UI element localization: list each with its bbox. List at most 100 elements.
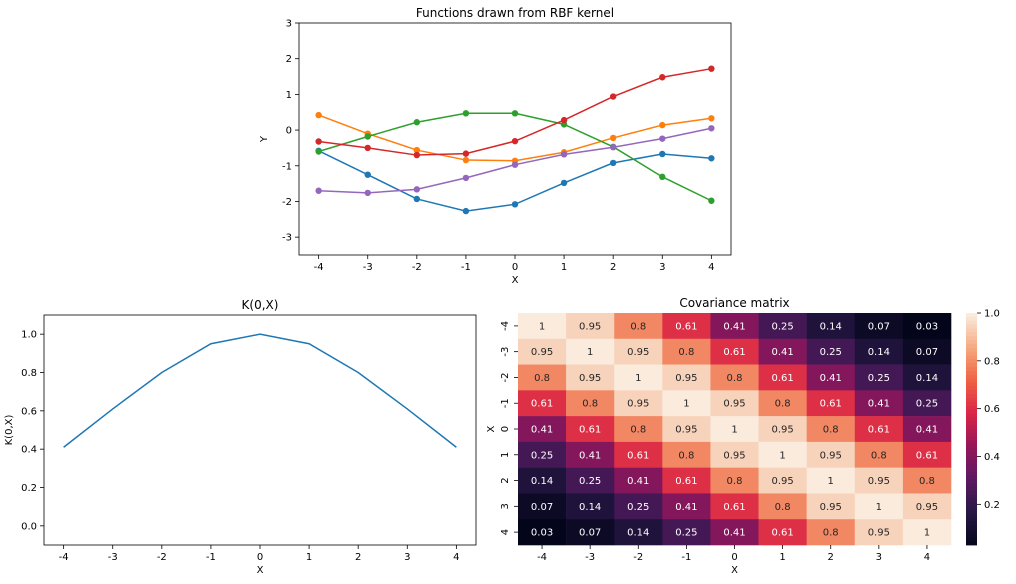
- cell-value-label: 0.95: [868, 528, 890, 539]
- heatmap-cell-3-8: [902, 390, 952, 417]
- x-tick-label: 1: [306, 552, 312, 563]
- cell-value-label: 1: [876, 502, 882, 513]
- colorbar-segment: [966, 502, 977, 507]
- cell-value-label: 0.95: [675, 425, 697, 436]
- y-tick-label: -2: [500, 372, 511, 382]
- y-tick-label: -1: [282, 161, 292, 172]
- cell-value-label: 0.41: [723, 528, 745, 539]
- colorbar-segment: [966, 390, 977, 395]
- heatmap-cell-2-8: [902, 364, 952, 391]
- heatmap-cell-5-5: [758, 441, 807, 468]
- cell-value-label: 1: [587, 347, 593, 358]
- data-point-3-3: [462, 150, 470, 157]
- heatmap-cell-3-2: [614, 390, 663, 417]
- heatmap-cell-1-5: [758, 338, 807, 365]
- heatmap-cell-8-4: [710, 519, 759, 546]
- colorbar-segment: [966, 459, 977, 465]
- y-axis-label: Y: [259, 135, 270, 143]
- x-axis-label: X: [731, 565, 738, 576]
- y-tick-label: -3: [500, 347, 511, 357]
- cell-value-label: 0.14: [531, 476, 553, 487]
- data-point-1-6: [609, 134, 617, 142]
- colorbar-segment: [966, 421, 977, 426]
- data-point-3-5: [560, 116, 568, 124]
- colorbar-segment: [966, 452, 977, 457]
- cell-value-label: 0.41: [771, 347, 793, 358]
- data-point-4-1: [364, 189, 371, 197]
- cell-value-label: 0.61: [916, 450, 938, 461]
- cell-value-label: 1: [731, 425, 737, 436]
- x-tick-label: 4: [924, 552, 930, 563]
- heatmap-cell-1-7: [854, 338, 904, 365]
- colorbar-segment: [966, 336, 977, 341]
- heatmap-cell-0-5: [758, 313, 807, 340]
- x-tick-label: -1: [461, 262, 471, 273]
- heatmap-cell-6-1: [566, 467, 615, 494]
- data-point-0-3: [462, 207, 470, 215]
- cell-value-label: 0.03: [916, 321, 938, 332]
- heatmap-cell-4-8: [902, 416, 952, 443]
- data-point-3-0: [315, 138, 322, 145]
- x-tick-label: 3: [876, 552, 882, 563]
- data-point-4-8: [708, 125, 715, 132]
- x-tick-label: 3: [659, 262, 665, 273]
- x-tick-label: -3: [363, 262, 373, 273]
- x-tick-label: 3: [404, 552, 410, 563]
- colorbar-segment: [966, 475, 977, 480]
- heatmap-cell-4-7: [854, 416, 904, 443]
- colorbar-tick-label: 0.6: [984, 404, 1000, 415]
- heatmap-cell-5-8: [902, 441, 952, 468]
- data-point-1-0: [315, 111, 322, 119]
- cell-value-label: 0.95: [531, 347, 553, 358]
- x-axis-label: X: [512, 275, 519, 286]
- colorbar-segment: [966, 498, 977, 503]
- cell-value-label: 0.61: [723, 347, 745, 358]
- colorbar-segment: [966, 510, 977, 515]
- cell-value-label: 0.61: [868, 425, 890, 436]
- data-point-3-2: [413, 151, 421, 159]
- colorbar-segment: [966, 405, 977, 411]
- cell-value-label: 0.95: [627, 399, 649, 410]
- colorbar-segment: [966, 343, 977, 349]
- colorbar-tick-label: 0.8: [984, 356, 1000, 367]
- y-tick-label: 0: [500, 426, 511, 432]
- data-point-2-7: [659, 173, 666, 181]
- x-tick-label: 1: [779, 552, 785, 563]
- cell-value-label: 1: [683, 399, 689, 410]
- heatmap-cell-6-3: [662, 467, 711, 494]
- heatmap-cell-0-0: [518, 313, 567, 340]
- data-point-0-2: [413, 195, 421, 203]
- x-tick-label: 4: [453, 552, 459, 563]
- heatmap-cell-8-2: [614, 519, 663, 546]
- cell-value-label: 0.14: [820, 321, 842, 332]
- y-tick-label: 0.2: [21, 483, 37, 494]
- colorbar-segment: [966, 429, 977, 434]
- cell-value-label: 0.95: [627, 347, 649, 358]
- x-tick-label: -1: [206, 552, 216, 563]
- heatmap-cell-2-0: [518, 364, 567, 391]
- colorbar-segment: [966, 351, 977, 356]
- heatmap-cell-3-7: [854, 390, 904, 417]
- cell-value-label: 0.8: [678, 347, 694, 358]
- colorbar-tick-label: 0.2: [984, 500, 1000, 511]
- cell-value-label: 0.07: [868, 321, 890, 332]
- covariance-heatmap: 1 0.95 0.8 0.61 0.41 0.25 0.14 0.07 0.030.95 1 0.9…: [486, 296, 1000, 576]
- data-point-0-7: [659, 150, 666, 158]
- y-tick-label: 4: [500, 529, 511, 535]
- data-point-2-2: [413, 119, 421, 126]
- cell-value-label: 0.8: [775, 502, 791, 513]
- cell-value-label: 0.41: [723, 321, 745, 332]
- cell-value-label: 0.61: [675, 476, 697, 487]
- heatmap-cell-7-8: [902, 493, 952, 520]
- heatmap-cell-8-3: [662, 519, 711, 546]
- cell-value-label: 0.8: [919, 476, 935, 487]
- heatmap-cell-1-3: [662, 338, 711, 365]
- heatmap-cell-7-5: [758, 493, 807, 520]
- chart-title: K(0,X): [242, 298, 279, 312]
- cell-value-label: 0.14: [627, 528, 649, 539]
- colorbar-tick-label: 1.0: [984, 309, 1000, 320]
- x-tick-label: 2: [355, 552, 361, 563]
- heatmap-cell-8-8: [902, 519, 952, 546]
- cell-value-label: 0.41: [675, 502, 697, 513]
